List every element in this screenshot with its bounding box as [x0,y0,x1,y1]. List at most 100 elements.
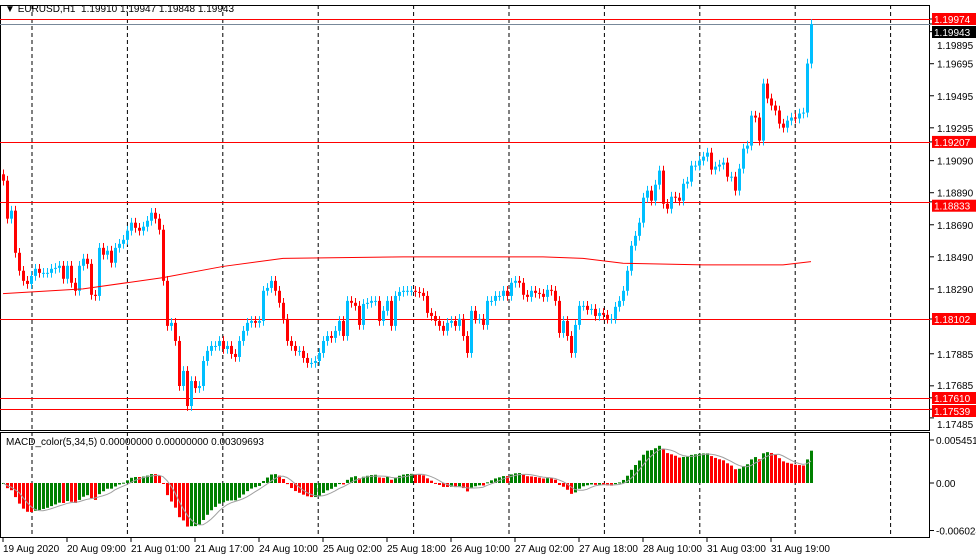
macd-histogram-bar [54,483,57,505]
dropdown-triangle-icon[interactable]: ▼ [5,4,18,15]
candle-body [90,263,93,295]
macd-histogram-bar [150,474,153,483]
macd-histogram-bar [98,483,101,495]
macd-histogram-bar [110,483,113,489]
macd-histogram-bar [26,483,29,512]
macd-histogram-bar [786,462,789,483]
macd-histogram-bar [674,455,677,483]
macd-histogram-bar [234,483,237,501]
macd-histogram-bar [754,457,757,483]
macd-histogram-bar [426,478,429,483]
candle-body [598,312,601,316]
macd-histogram-bar [670,454,673,483]
macd-histogram-bar [734,469,737,483]
price-tick-label: 1.18890 [937,189,974,200]
candle-body [462,318,465,336]
candle-body [278,290,281,303]
macd-histogram-bar [606,483,609,486]
candle-body [250,320,253,323]
macd-histogram-bar [118,483,121,485]
close-value: 1.19943 [197,4,235,15]
candle-body [790,117,793,121]
candle-body [406,290,409,292]
candle-body [34,268,37,276]
macd-histogram-bar [550,478,553,483]
candle-body [238,340,241,357]
time-axis-label: 27 Aug 02:00 [515,544,574,555]
time-axis-label: 31 Aug 19:00 [771,544,830,555]
macd-histogram-bar [326,483,329,491]
macd-histogram-bar [186,483,189,527]
candle-body [490,300,493,302]
candle-body [762,83,765,141]
macd-histogram-bar [582,483,585,487]
candle-body [786,120,789,128]
candle-body [326,335,329,341]
price-tick-label: 1.17685 [937,381,974,392]
candle-body [630,245,633,271]
macd-histogram-bar [706,453,709,483]
time-axis-label: 20 Aug 09:00 [67,544,126,555]
candle-body [646,190,649,198]
macd-histogram-bar [334,483,337,487]
candle-body [518,280,521,283]
candle-body [186,370,189,407]
macd-label: MACD_color(5,34,5) 0.00000000 0.00000000… [6,437,264,448]
candle-body [522,282,525,295]
macd-histogram-bar [666,453,669,483]
candle-body [62,265,65,279]
macd-histogram-bar [242,483,245,495]
candle-body [662,170,665,204]
macd-histogram-bar [22,483,25,509]
macd-histogram-bar [622,479,625,483]
candle-body [478,318,481,320]
candle-body [426,295,429,313]
high-value: 1.19947 [119,4,157,15]
macd-histogram-bar [310,483,313,498]
candle-body [46,272,49,274]
macd-histogram-bar [546,478,549,483]
candle-body [262,290,265,321]
candle-body [726,162,729,177]
candle-body [10,210,13,219]
macd-histogram-bar [438,483,441,485]
macd-histogram-bar [458,483,461,487]
macd-histogram-bar [486,482,489,484]
macd-histogram-bar [386,476,389,483]
candle-body [438,320,441,326]
candle-body [750,115,753,146]
candle-body [170,322,173,326]
macd-histogram-bar [598,483,601,485]
macd-histogram-bar [494,478,497,483]
candle-body [710,152,713,170]
macd-histogram-bar [690,454,693,483]
macd-histogram-bar [654,448,657,483]
price-level-label: 1.18102 [934,315,971,326]
macd-histogram-bar [714,457,717,483]
candle-body [634,235,637,246]
price-level-label: 1.19207 [934,138,971,149]
macd-histogram-bar [618,482,621,484]
price-level-label: 1.17610 [934,394,971,405]
candle-body [642,197,645,223]
candle-body [666,203,669,209]
macd-histogram-bar [570,483,573,494]
price-level-tag [932,13,976,25]
candle-body [102,247,105,255]
candle-body [230,345,233,354]
macd-histogram-bar [722,460,725,483]
macd-histogram-bar [794,464,797,483]
moving-average-line [2,256,812,295]
macd-histogram-bar [114,483,117,487]
candle-body [50,268,53,273]
candle-body [42,272,45,274]
macd-histogram-bar [450,483,453,487]
macd-histogram-bar [422,475,425,483]
candle-body [530,290,533,297]
candle-body [586,305,589,310]
macd-signal-line [2,448,812,526]
candle-body [118,243,121,248]
macd-histogram-bar [762,453,765,483]
macd-histogram-bar [506,476,509,483]
